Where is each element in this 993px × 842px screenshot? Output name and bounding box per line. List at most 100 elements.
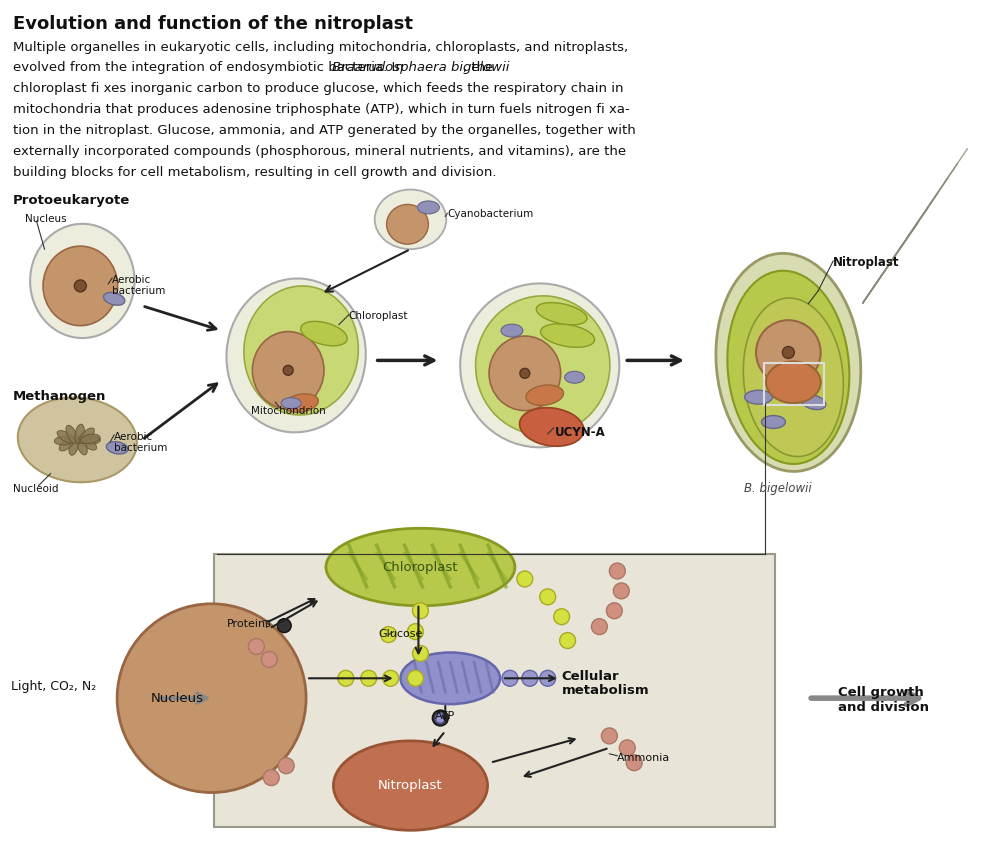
- Text: bacterium: bacterium: [112, 286, 166, 296]
- Text: Nucleus: Nucleus: [150, 691, 204, 705]
- Circle shape: [74, 280, 86, 292]
- Text: Evolution and function of the nitroplast: Evolution and function of the nitroplast: [13, 14, 413, 33]
- Ellipse shape: [74, 424, 84, 444]
- Circle shape: [627, 754, 642, 770]
- Circle shape: [592, 619, 608, 635]
- Circle shape: [261, 652, 277, 668]
- Circle shape: [412, 646, 428, 662]
- Text: Light, CO₂, N₂: Light, CO₂, N₂: [11, 680, 96, 693]
- Ellipse shape: [334, 741, 488, 830]
- Circle shape: [117, 604, 306, 792]
- Ellipse shape: [76, 436, 87, 455]
- Circle shape: [614, 583, 630, 599]
- Text: Aerobic: Aerobic: [112, 275, 151, 285]
- Circle shape: [435, 713, 445, 723]
- Circle shape: [522, 670, 538, 686]
- Ellipse shape: [501, 324, 523, 337]
- Text: , the: , the: [463, 61, 494, 74]
- Text: Braarudosphaera bigelowii: Braarudosphaera bigelowii: [333, 61, 509, 74]
- Text: Aerobic: Aerobic: [114, 432, 153, 442]
- Ellipse shape: [79, 436, 96, 450]
- Text: Chloroplast: Chloroplast: [349, 311, 408, 321]
- Ellipse shape: [756, 320, 820, 385]
- Ellipse shape: [489, 336, 561, 411]
- Text: Cell growth: Cell growth: [838, 686, 923, 699]
- Circle shape: [407, 624, 423, 640]
- Ellipse shape: [80, 434, 100, 444]
- Circle shape: [382, 670, 398, 686]
- Text: Nitroplast: Nitroplast: [833, 256, 900, 269]
- Circle shape: [360, 670, 376, 686]
- Ellipse shape: [106, 442, 128, 454]
- Circle shape: [277, 619, 291, 632]
- Ellipse shape: [386, 205, 428, 244]
- Circle shape: [412, 603, 428, 619]
- Ellipse shape: [55, 436, 74, 445]
- Ellipse shape: [762, 416, 785, 429]
- Circle shape: [520, 368, 530, 378]
- Ellipse shape: [326, 528, 515, 605]
- Ellipse shape: [519, 408, 584, 446]
- Text: and division: and division: [838, 701, 929, 714]
- Text: Cyanobacterium: Cyanobacterium: [447, 210, 533, 220]
- Circle shape: [610, 563, 626, 579]
- Text: evolved from the integration of endosymbiotic bacteria. In: evolved from the integration of endosymb…: [13, 61, 408, 74]
- Circle shape: [554, 609, 570, 625]
- Circle shape: [607, 603, 623, 619]
- Text: Multiple organelles in eukaryotic cells, including mitochondria, chloroplasts, a: Multiple organelles in eukaryotic cells,…: [13, 40, 628, 54]
- Text: Nucleus: Nucleus: [25, 215, 67, 224]
- Circle shape: [338, 670, 354, 686]
- Circle shape: [560, 632, 576, 648]
- Ellipse shape: [800, 395, 826, 409]
- Ellipse shape: [716, 253, 861, 472]
- Ellipse shape: [284, 394, 319, 413]
- Text: building blocks for cell metabolism, resulting in cell growth and division.: building blocks for cell metabolism, res…: [13, 166, 496, 179]
- Text: bacterium: bacterium: [114, 443, 168, 453]
- Circle shape: [278, 758, 294, 774]
- Ellipse shape: [103, 292, 125, 306]
- Ellipse shape: [226, 279, 365, 433]
- Circle shape: [620, 740, 636, 756]
- Ellipse shape: [66, 425, 77, 444]
- Text: Protoeukaryote: Protoeukaryote: [13, 194, 130, 206]
- Ellipse shape: [301, 322, 348, 346]
- Ellipse shape: [460, 284, 620, 447]
- Ellipse shape: [18, 397, 137, 482]
- Ellipse shape: [374, 189, 446, 249]
- Ellipse shape: [400, 653, 500, 704]
- Ellipse shape: [252, 332, 324, 409]
- Ellipse shape: [80, 435, 100, 445]
- Ellipse shape: [766, 361, 820, 403]
- Circle shape: [380, 626, 396, 642]
- Ellipse shape: [526, 385, 563, 405]
- Ellipse shape: [244, 286, 358, 415]
- Circle shape: [432, 710, 448, 726]
- Text: Glucose: Glucose: [378, 629, 423, 638]
- FancyBboxPatch shape: [213, 554, 776, 828]
- Text: externally incorporated compounds (phosphorous, mineral nutrients, and vitamins): externally incorporated compounds (phosp…: [13, 145, 626, 157]
- Text: Chloroplast: Chloroplast: [382, 561, 458, 573]
- Text: chloroplast fi xes inorganic carbon to produce glucose, which feeds the respirat: chloroplast fi xes inorganic carbon to p…: [13, 83, 624, 95]
- Ellipse shape: [78, 428, 94, 444]
- Circle shape: [517, 571, 533, 587]
- Text: metabolism: metabolism: [562, 685, 649, 697]
- Text: Nitroplast: Nitroplast: [378, 779, 443, 792]
- Ellipse shape: [69, 436, 79, 456]
- Ellipse shape: [57, 430, 74, 443]
- Ellipse shape: [43, 246, 117, 326]
- Circle shape: [602, 728, 618, 743]
- Ellipse shape: [417, 201, 439, 214]
- Ellipse shape: [30, 224, 134, 338]
- Ellipse shape: [476, 296, 610, 435]
- Circle shape: [407, 670, 423, 686]
- Circle shape: [283, 365, 293, 376]
- Ellipse shape: [745, 390, 773, 404]
- Text: Cellular: Cellular: [562, 670, 620, 684]
- Text: Proteins: Proteins: [226, 619, 271, 629]
- Text: tion in the nitroplast. Glucose, ammonia, and ATP generated by the organelles, t: tion in the nitroplast. Glucose, ammonia…: [13, 124, 636, 137]
- Ellipse shape: [60, 436, 75, 451]
- Text: UCYN-A: UCYN-A: [555, 426, 606, 439]
- Ellipse shape: [744, 298, 843, 456]
- Ellipse shape: [727, 271, 849, 464]
- Ellipse shape: [536, 302, 587, 325]
